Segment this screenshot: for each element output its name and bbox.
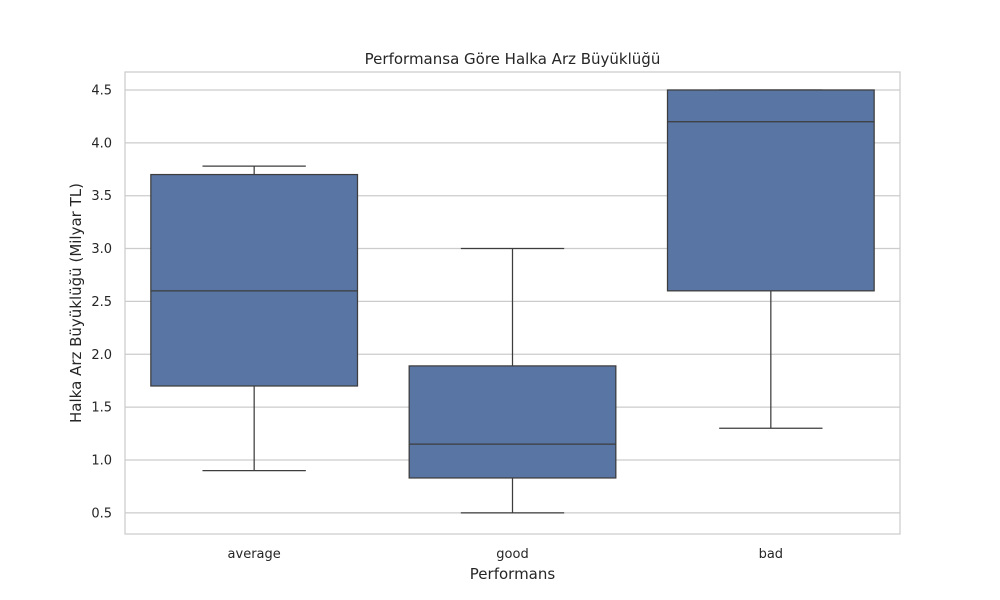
box-body [666, 89, 875, 292]
y-tick-label: 4.0 [91, 136, 112, 151]
x-axis-label: Performans [470, 565, 556, 583]
x-tick-label: bad [759, 547, 783, 562]
box-average [150, 165, 359, 472]
box-good [408, 247, 617, 514]
y-tick-label: 1.0 [91, 453, 112, 468]
chart-title: Performansa Göre Halka Arz Büyüklüğü [365, 50, 661, 68]
y-tick-label: 2.0 [91, 348, 112, 363]
boxes [150, 89, 875, 514]
x-tick-label: good [496, 547, 528, 562]
y-tick-labels: 0.5 1.0 1.5 2.0 2.5 3.0 3.5 4.0 4.5 [91, 83, 112, 521]
y-tick-label: 1.5 [91, 401, 112, 416]
x-tick-label: average [228, 547, 281, 562]
y-axis-label: Halka Arz Büyüklüğü (Milyar TL) [67, 183, 85, 423]
box-body [408, 365, 617, 479]
box-body [150, 173, 359, 387]
x-tick-labels: average good bad [228, 547, 784, 562]
y-tick-label: 0.5 [91, 506, 112, 521]
y-tick-label: 3.0 [91, 242, 112, 257]
box-bad [666, 89, 875, 429]
y-tick-label: 3.5 [91, 189, 112, 204]
y-tick-label: 4.5 [91, 83, 112, 98]
y-tick-label: 2.5 [91, 295, 112, 310]
plot-frame [124, 71, 901, 535]
